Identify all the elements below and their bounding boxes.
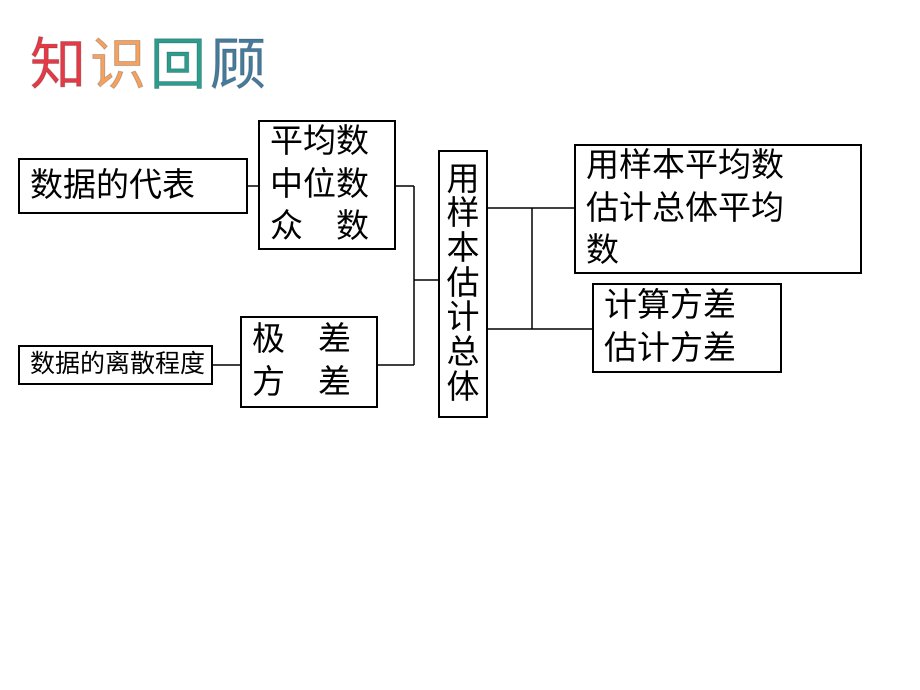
box-sample-estimate-population: 用样本估计总体 bbox=[438, 150, 488, 418]
vertical-char: 样 bbox=[447, 197, 480, 232]
box-data-dispersion: 数据的离散程度 bbox=[18, 345, 213, 385]
page-title: 知识回顾 bbox=[30, 20, 270, 101]
box-line: 估计方差 bbox=[604, 328, 770, 371]
box-line: 众 数 bbox=[270, 206, 384, 249]
box-mean-median-mode: 平均数中位数众 数 bbox=[258, 120, 396, 250]
box-sample-mean-estimate: 用样本平均数估计总体平均数 bbox=[574, 144, 862, 274]
box-range-variance: 极 差方 差 bbox=[240, 316, 378, 408]
vertical-char: 用 bbox=[447, 163, 480, 198]
box-line: 估计总体平均 bbox=[586, 188, 850, 231]
box-line: 数据的代表 bbox=[30, 165, 236, 208]
box-line: 用样本平均数 bbox=[586, 145, 850, 188]
box-line: 方 差 bbox=[252, 362, 366, 405]
box-line: 数据的离散程度 bbox=[30, 349, 201, 382]
vertical-char: 计 bbox=[447, 301, 480, 336]
box-line: 计算方差 bbox=[604, 285, 770, 328]
box-variance-estimate: 计算方差估计方差 bbox=[592, 283, 782, 373]
vertical-char: 本 bbox=[447, 232, 480, 267]
vertical-char: 总 bbox=[447, 336, 480, 371]
box-line: 平均数 bbox=[270, 121, 384, 164]
vertical-char: 估 bbox=[447, 267, 480, 302]
box-line: 中位数 bbox=[270, 164, 384, 207]
box-line: 数 bbox=[586, 230, 850, 273]
box-data-representative: 数据的代表 bbox=[18, 158, 248, 214]
vertical-char: 体 bbox=[447, 371, 480, 406]
box-line: 极 差 bbox=[252, 319, 366, 362]
